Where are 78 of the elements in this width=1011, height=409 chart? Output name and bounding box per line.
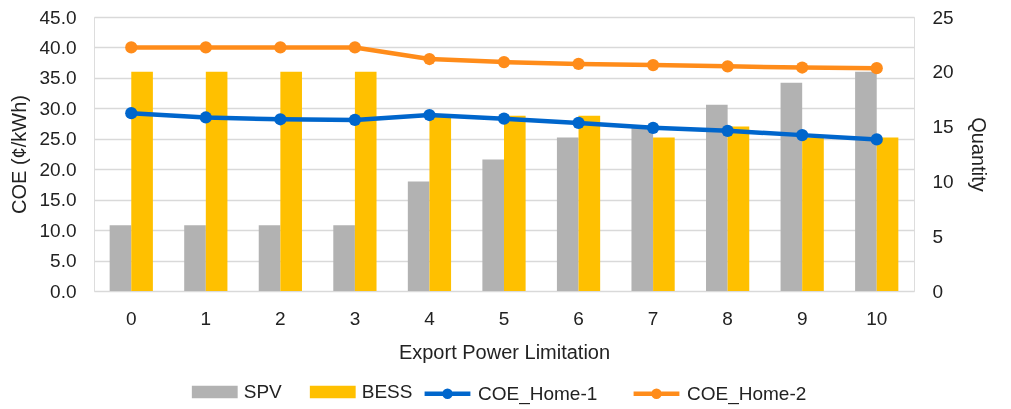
x-tick-label: 1 xyxy=(200,307,212,329)
x-tick-label: 9 xyxy=(796,307,808,329)
legend-label: SPV xyxy=(243,381,283,402)
x-tick-label: 2 xyxy=(275,307,286,329)
point xyxy=(646,58,660,72)
bar xyxy=(109,225,132,291)
point xyxy=(497,55,511,69)
bar xyxy=(556,137,579,291)
bar xyxy=(504,115,526,291)
y2-tick-label: 10 xyxy=(932,170,954,192)
x-tick-label: 10 xyxy=(866,307,888,329)
bar xyxy=(333,225,355,291)
y2-tick-label: 15 xyxy=(932,116,954,138)
bar xyxy=(205,71,228,291)
y2-tick-label: 5 xyxy=(932,225,944,247)
point xyxy=(199,111,212,124)
bar xyxy=(354,71,377,291)
y-axis-title: COE (¢/kWh) xyxy=(7,95,30,214)
bar xyxy=(578,115,601,291)
y2-tick-label: 0 xyxy=(932,280,944,302)
bar xyxy=(407,181,430,291)
x-tick-label: 6 xyxy=(573,307,584,329)
point xyxy=(125,107,138,120)
bar xyxy=(653,137,675,291)
point xyxy=(199,41,212,54)
point xyxy=(796,129,809,142)
y2-tick-label: 25 xyxy=(932,6,954,28)
bar xyxy=(131,71,153,291)
y-tick-label: 5.0 xyxy=(50,250,77,272)
y-tick-label: 10.0 xyxy=(39,219,77,241)
bar xyxy=(258,225,281,291)
bar xyxy=(876,137,899,291)
legend-label: BESS xyxy=(361,381,413,402)
y-tick-label: 30.0 xyxy=(39,97,77,119)
point xyxy=(423,52,436,66)
point xyxy=(796,61,809,74)
x-tick-label: 5 xyxy=(498,307,510,329)
legend-label: COE_Home-2 xyxy=(687,382,807,405)
x-tick-label: 8 xyxy=(722,307,733,329)
point xyxy=(274,113,287,126)
y2-tick-label: 20 xyxy=(932,61,954,83)
x-axis-title: Export Power Limitation xyxy=(398,340,611,363)
bar xyxy=(429,115,452,291)
point xyxy=(870,133,883,146)
y-tick-label: 45.0 xyxy=(39,6,77,28)
point xyxy=(423,108,436,122)
y-tick-label: 15.0 xyxy=(39,189,77,211)
x-tick-label: 0 xyxy=(125,307,137,329)
bar xyxy=(631,126,654,291)
x-tick-label: 7 xyxy=(647,307,659,329)
point xyxy=(497,112,511,125)
bar xyxy=(802,137,824,291)
point xyxy=(348,113,362,127)
bar xyxy=(706,104,728,291)
point xyxy=(572,57,585,70)
bar xyxy=(184,225,206,291)
point xyxy=(721,124,734,137)
bar xyxy=(780,82,803,291)
point xyxy=(348,41,362,54)
x-tick-label: 3 xyxy=(349,307,361,329)
y2-axis-title: Quantity xyxy=(967,117,990,192)
legend-label: COE_Home-1 xyxy=(478,382,598,405)
point xyxy=(721,60,734,73)
y-tick-label: 35.0 xyxy=(39,67,77,89)
point xyxy=(870,62,883,75)
point xyxy=(125,41,138,54)
bar xyxy=(482,159,504,291)
y-tick-label: 0.0 xyxy=(50,280,77,302)
y-tick-label: 20.0 xyxy=(39,158,77,180)
bar xyxy=(280,71,302,291)
bar xyxy=(855,71,877,291)
bar xyxy=(727,126,750,291)
y-tick-label: 40.0 xyxy=(39,36,77,58)
point xyxy=(274,41,287,54)
point xyxy=(646,121,660,134)
point xyxy=(572,116,585,130)
x-tick-label: 4 xyxy=(424,307,436,329)
y-tick-label: 25.0 xyxy=(39,128,77,150)
